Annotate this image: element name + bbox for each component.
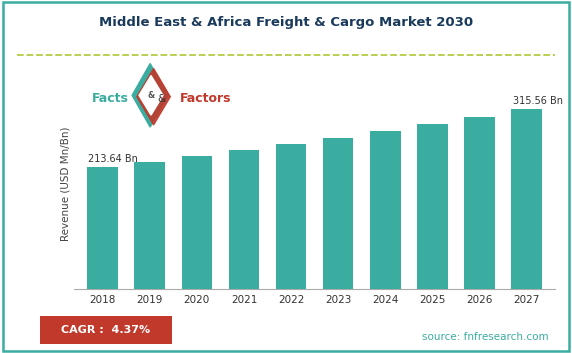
- Bar: [464, 117, 495, 289]
- Text: source: fnfresearch.com: source: fnfresearch.com: [423, 332, 549, 342]
- Polygon shape: [139, 76, 163, 115]
- Bar: [229, 150, 259, 289]
- Y-axis label: Revenue (USD Mn/Bn): Revenue (USD Mn/Bn): [60, 126, 70, 241]
- Text: 213.64 Bn: 213.64 Bn: [89, 154, 138, 164]
- Bar: [323, 138, 353, 289]
- Text: Middle East & Africa Freight & Cargo Market 2030: Middle East & Africa Freight & Cargo Mar…: [99, 16, 473, 29]
- Bar: [417, 125, 448, 289]
- Bar: [370, 131, 400, 289]
- Bar: [181, 156, 212, 289]
- Bar: [511, 109, 542, 289]
- Bar: [134, 162, 165, 289]
- Bar: [276, 144, 307, 289]
- Polygon shape: [137, 68, 170, 125]
- Text: Facts: Facts: [92, 92, 128, 105]
- Text: &: &: [157, 94, 165, 104]
- Text: &: &: [148, 91, 154, 100]
- Text: CAGR :  4.37%: CAGR : 4.37%: [61, 325, 150, 335]
- Text: Factors: Factors: [180, 92, 232, 105]
- Text: 315.56 Bn: 315.56 Bn: [514, 96, 563, 106]
- Polygon shape: [132, 64, 168, 127]
- Bar: [88, 167, 118, 289]
